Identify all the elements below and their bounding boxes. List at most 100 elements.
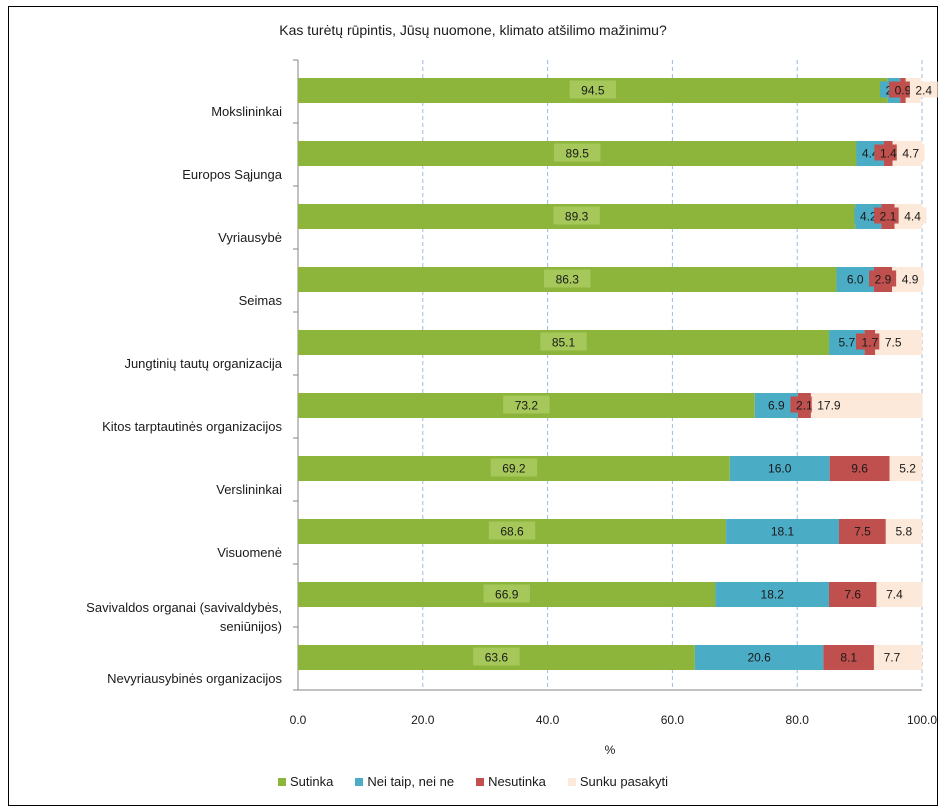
- data-label-bg: [834, 648, 863, 665]
- category-label: Seimas: [239, 293, 283, 308]
- data-label-bg: [762, 459, 797, 476]
- legend-label: Sutinka: [289, 774, 334, 789]
- data-label-bg: [878, 648, 906, 665]
- data-label-bg: [879, 333, 908, 350]
- category-label-line: Savivaldos organai (savivaldybės,: [86, 600, 282, 615]
- data-label-bg: [889, 522, 918, 539]
- data-label: 8.1: [840, 651, 857, 665]
- category-label-line: Kitos tarptautinės organizacijos: [102, 419, 282, 434]
- x-tick-label: 20.0: [411, 713, 435, 727]
- legend-label: Nei taip, nei ne: [367, 774, 455, 789]
- data-label-bg: [898, 207, 927, 224]
- data-label: 17.9: [817, 399, 841, 413]
- data-label-bg: [841, 270, 870, 287]
- data-label-bg: [755, 585, 790, 602]
- legend-label: Nesutinka: [488, 774, 546, 789]
- data-label-bg: [832, 333, 861, 350]
- chart-title: Kas turėtų rūpintis, Jūsų nuomone, klima…: [279, 22, 667, 38]
- category-label-line: Verslininkai: [216, 482, 282, 497]
- data-label-bg: [553, 206, 600, 225]
- legend-label: Sunku pasakyti: [579, 774, 669, 789]
- data-label: 94.5: [581, 84, 605, 98]
- data-label-bg: [855, 333, 884, 350]
- category-label: Jungtinių tautų organizacija: [124, 356, 282, 371]
- data-label: 5.8: [895, 525, 912, 539]
- category-label-line: Mokslininkai: [211, 104, 282, 119]
- data-label: 2.9: [875, 273, 892, 287]
- data-label-bg: [893, 459, 922, 476]
- data-label: 0.9: [895, 84, 912, 98]
- data-label: 2.1: [880, 210, 897, 224]
- x-tick-label: 0.0: [290, 713, 307, 727]
- legend-item: Sutinka: [277, 774, 334, 789]
- x-tick-label: 40.0: [536, 713, 560, 727]
- legend-item: Nesutinka: [476, 774, 546, 789]
- data-label: 66.9: [495, 588, 519, 602]
- data-label: 1.4: [880, 147, 897, 161]
- data-label-bg: [896, 144, 925, 161]
- data-label: 73.2: [515, 399, 539, 413]
- category-label-line: Europos Sąjunga: [182, 167, 283, 182]
- category-label-line: Nevyriausybinės organizacijos: [107, 671, 282, 686]
- data-label: 7.4: [886, 588, 903, 602]
- data-label: 89.3: [565, 210, 589, 224]
- data-label-bg: [544, 269, 591, 288]
- data-label-bg: [909, 81, 938, 98]
- data-label: 16.0: [768, 462, 792, 476]
- legend-swatch: [476, 777, 485, 786]
- data-label: 18.1: [771, 525, 795, 539]
- data-label-bg: [880, 585, 909, 602]
- data-label: 6.9: [768, 399, 785, 413]
- data-label-bg: [811, 396, 847, 413]
- category-label-line: Visuomenė: [217, 545, 282, 560]
- data-label: 2.4: [915, 84, 932, 98]
- legend: Sutinka Nei taip, nei ne Nesutinka Sunku pa…: [0, 774, 946, 789]
- data-label-bg: [540, 332, 587, 351]
- data-label: 63.6: [485, 651, 509, 665]
- data-label-bg: [483, 584, 530, 603]
- data-label-bg: [503, 395, 550, 414]
- data-label-bg: [488, 521, 536, 540]
- category-label: Mokslininkai: [211, 104, 282, 119]
- category-label: Savivaldos organai (savivaldybės, seniūni…: [86, 600, 282, 634]
- data-label: 69.2: [502, 462, 526, 476]
- data-label: 89.5: [566, 147, 590, 161]
- data-label: 2.1: [796, 399, 813, 413]
- x-tick-label: 100.0: [907, 713, 937, 727]
- data-label: 5.2: [899, 462, 916, 476]
- legend-swatch: [277, 777, 286, 786]
- data-label-bg: [874, 144, 903, 161]
- category-label: Verslininkai: [216, 482, 282, 497]
- category-label: Nevyriausybinės organizacijos: [107, 671, 282, 686]
- data-label: 6.0: [847, 273, 864, 287]
- data-label: 7.5: [885, 336, 902, 350]
- category-label-line: Seimas: [239, 293, 283, 308]
- legend-item: Sunku pasakyti: [567, 774, 669, 789]
- data-label-bg: [869, 270, 897, 287]
- data-label-bg: [569, 80, 617, 99]
- x-axis-label: %: [605, 743, 616, 757]
- category-label-line: Jungtinių tautų organizacija: [124, 356, 282, 371]
- data-label: 4.4: [904, 210, 921, 224]
- data-label: 7.5: [854, 525, 871, 539]
- data-label-bg: [848, 522, 877, 539]
- data-label: 86.3: [556, 273, 580, 287]
- x-tick-label: 60.0: [661, 713, 685, 727]
- category-label: Kitos tarptautinės organizacijos: [102, 419, 282, 434]
- data-label-bg: [845, 459, 874, 476]
- category-label: Europos Sąjunga: [182, 167, 283, 182]
- data-label: 85.1: [552, 336, 576, 350]
- data-label-bg: [741, 648, 777, 665]
- category-label-line: seniūnijos): [220, 619, 282, 634]
- category-label: Vyriausybė: [218, 230, 282, 245]
- data-label: 18.2: [761, 588, 785, 602]
- data-label: 9.6: [851, 462, 868, 476]
- data-label-bg: [896, 270, 924, 287]
- x-tick-label: 80.0: [786, 713, 810, 727]
- data-label: 68.6: [500, 525, 524, 539]
- data-label-bg: [554, 143, 601, 162]
- data-label: 4.7: [902, 147, 919, 161]
- category-label-line: Vyriausybė: [218, 230, 282, 245]
- data-label-bg: [762, 396, 791, 413]
